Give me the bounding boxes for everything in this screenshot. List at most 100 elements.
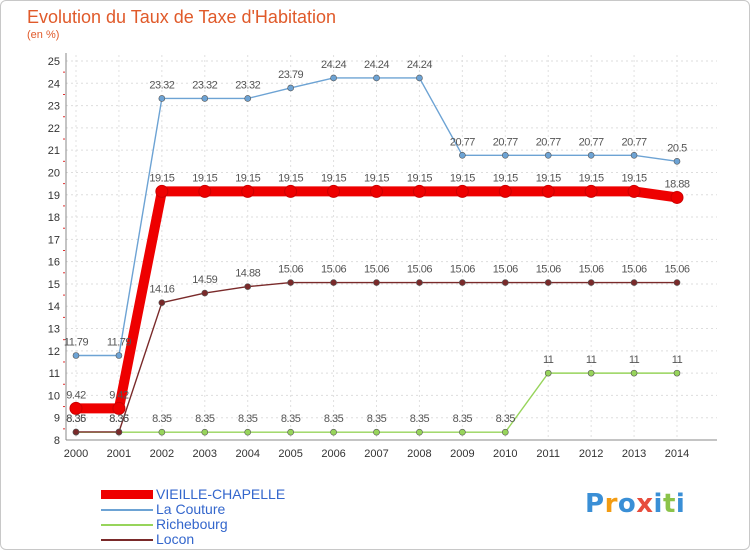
- legend-label: Locon: [156, 531, 195, 547]
- x-tick-label: 2010: [493, 448, 517, 460]
- data-point: [541, 184, 555, 198]
- logo-letter: o: [617, 489, 637, 519]
- data-point: [69, 401, 83, 415]
- data-point: [330, 74, 337, 82]
- chart-subtitle: (en %): [27, 29, 60, 41]
- data-label: 8.35: [324, 413, 344, 425]
- data-label: 18.88: [664, 178, 689, 190]
- data-point: [198, 184, 212, 198]
- data-label: 19.15: [579, 172, 604, 184]
- data-point: [158, 95, 166, 102]
- data-label: 8.35: [195, 413, 215, 425]
- y-tick-label: 15: [48, 279, 60, 291]
- data-point: [327, 184, 341, 198]
- data-label: 19.15: [407, 172, 432, 184]
- data-label: 24.24: [364, 59, 389, 71]
- legend-item: Locon: [101, 532, 285, 547]
- data-label: 19.15: [450, 172, 475, 184]
- data-label: 20.77: [622, 136, 647, 148]
- data-point: [72, 352, 80, 359]
- y-tick-label: 19: [48, 190, 60, 202]
- data-point: [284, 184, 298, 198]
- data-point: [673, 369, 681, 377]
- x-tick-label: 2007: [364, 448, 388, 460]
- data-point: [373, 428, 380, 436]
- data-label: 9.42: [66, 389, 86, 401]
- data-label: 19.15: [536, 172, 561, 184]
- data-point: [201, 289, 209, 297]
- y-tick-label: 16: [48, 257, 60, 269]
- data-point: [330, 428, 337, 436]
- data-label: 19.15: [321, 172, 346, 184]
- data-point: [501, 152, 509, 159]
- y-tick-label: 23: [48, 101, 60, 113]
- data-point: [115, 428, 123, 436]
- data-point: [584, 184, 598, 198]
- data-label: 8.35: [238, 413, 258, 425]
- data-point: [587, 152, 595, 159]
- data-label: 23.79: [278, 69, 303, 81]
- data-point: [544, 279, 552, 286]
- data-point: [670, 190, 684, 204]
- legend-item: VIEILLE-CHAPELLE: [101, 487, 285, 502]
- x-tick-label: 2013: [622, 448, 646, 460]
- x-tick-label: 2003: [193, 448, 217, 460]
- x-tick-label: 2008: [407, 448, 431, 460]
- data-point: [673, 279, 681, 286]
- x-tick-label: 2001: [107, 448, 131, 460]
- data-label: 15.06: [664, 264, 689, 276]
- data-point: [544, 152, 552, 159]
- data-point: [459, 152, 466, 159]
- data-point: [241, 184, 255, 198]
- data-point: [201, 428, 209, 436]
- logo-letter: i: [653, 489, 663, 519]
- x-tick-label: 2005: [278, 448, 302, 460]
- data-label: 15.06: [450, 264, 475, 276]
- data-label: 15.06: [407, 264, 432, 276]
- data-label: 20.77: [536, 136, 561, 148]
- data-label: 19.15: [622, 172, 647, 184]
- data-point: [587, 279, 595, 286]
- data-label: 8.35: [66, 413, 86, 425]
- data-point: [501, 428, 509, 436]
- data-label: 8.35: [496, 413, 516, 425]
- data-point: [72, 428, 80, 436]
- data-label: 15.06: [536, 264, 561, 276]
- data-point: [544, 369, 552, 377]
- y-tick-label: 21: [48, 145, 60, 157]
- data-point: [287, 84, 294, 92]
- data-label: 24.24: [321, 59, 346, 71]
- chart-title: Evolution du Taux de Taxe d'Habitation: [27, 7, 336, 27]
- data-label: 11: [586, 354, 597, 366]
- data-label: 15.06: [622, 264, 647, 276]
- data-label: 15.06: [321, 264, 346, 276]
- x-tick-label: 2000: [64, 448, 88, 460]
- data-point: [201, 95, 209, 102]
- x-tick-label: 2006: [321, 448, 345, 460]
- data-label: 20.5: [667, 142, 687, 154]
- legend-swatch-richebourg: [101, 523, 153, 526]
- y-tick-label: 10: [48, 390, 60, 402]
- x-tick-label: 2014: [665, 448, 689, 460]
- data-label: 8.35: [109, 413, 129, 425]
- chart-legend: VIEILLE-CHAPELLE La Couture Richebourg L…: [101, 487, 285, 547]
- data-label: 8.36: [109, 413, 129, 425]
- data-point: [287, 279, 294, 286]
- data-label: 14.88: [235, 268, 260, 280]
- data-point: [630, 369, 638, 377]
- y-tick-label: 12: [48, 346, 60, 358]
- data-point: [158, 299, 166, 306]
- data-label: 23.32: [235, 79, 260, 91]
- legend-item: La Couture: [101, 502, 285, 517]
- legend-swatch-vieille-chapelle: [101, 490, 153, 499]
- data-point: [459, 279, 466, 286]
- data-label: 8.35: [453, 413, 473, 425]
- data-point: [630, 279, 638, 286]
- data-label: 19.15: [149, 172, 174, 184]
- data-label: 14.16: [149, 284, 174, 296]
- data-point: [244, 95, 252, 102]
- data-label: 11.79: [107, 337, 132, 349]
- logo-letter: x: [636, 489, 654, 519]
- logo-letter: i: [675, 489, 686, 519]
